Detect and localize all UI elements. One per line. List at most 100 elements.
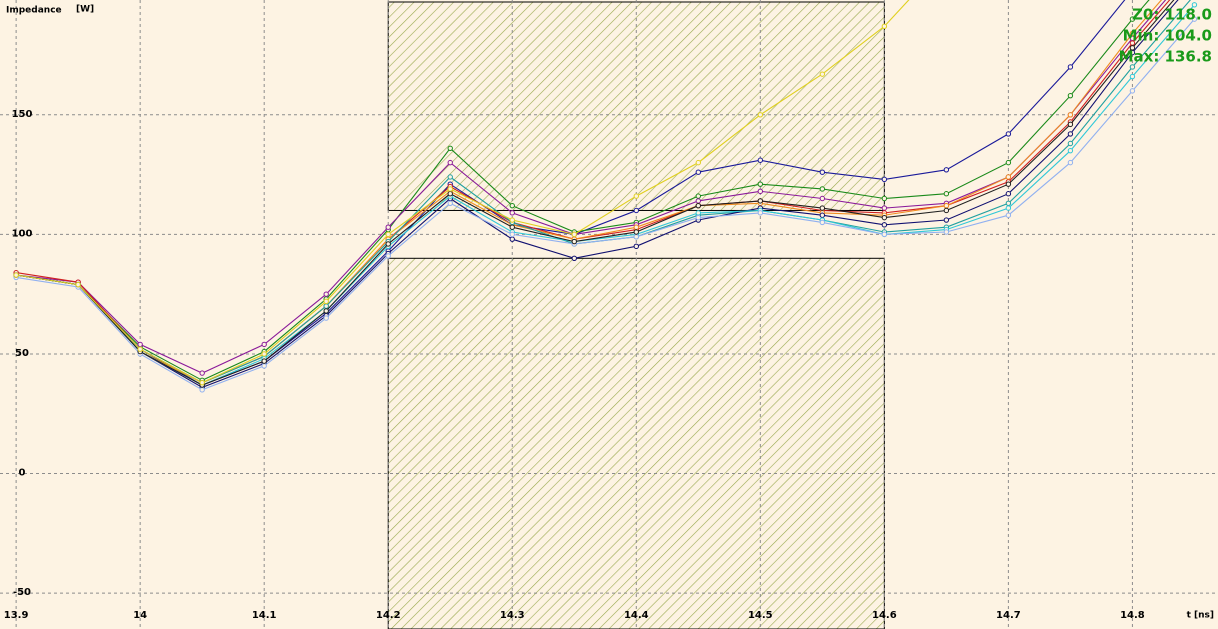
point-marker xyxy=(633,234,639,240)
point-marker xyxy=(757,181,764,187)
series-line xyxy=(16,0,910,384)
point-marker xyxy=(943,229,950,235)
point-marker xyxy=(261,351,267,357)
point-marker xyxy=(571,255,577,261)
point-marker xyxy=(447,174,453,180)
point-marker xyxy=(199,387,205,393)
point-marker xyxy=(199,370,205,376)
point-marker xyxy=(757,188,764,195)
point-marker xyxy=(385,231,391,238)
x-tick-label: 14.3 xyxy=(500,610,525,621)
point-marker xyxy=(323,291,329,297)
point-marker xyxy=(323,298,329,305)
point-marker xyxy=(1191,2,1198,8)
point-marker xyxy=(323,308,329,314)
point-marker xyxy=(1005,200,1012,206)
point-marker xyxy=(1067,131,1074,137)
point-marker xyxy=(695,214,702,221)
y-tick-label: -50 xyxy=(13,587,31,598)
point-marker xyxy=(695,198,702,204)
point-marker xyxy=(633,224,639,230)
point-marker xyxy=(571,238,577,245)
point-marker xyxy=(819,205,826,211)
point-marker xyxy=(819,212,826,218)
point-marker xyxy=(633,193,639,199)
point-marker xyxy=(881,231,888,238)
point-marker xyxy=(385,253,391,259)
point-marker xyxy=(695,202,702,209)
point-marker xyxy=(633,207,639,214)
point-marker xyxy=(509,202,515,209)
x-tick-label: 14.1 xyxy=(252,610,277,621)
point-marker xyxy=(819,169,826,175)
y-tick-label: 100 xyxy=(12,228,33,239)
point-marker xyxy=(509,236,515,242)
point-marker xyxy=(447,145,453,151)
series-line xyxy=(16,0,1179,389)
x-tick-label: 14 xyxy=(133,610,147,621)
x-axis-label: t [ns] xyxy=(1187,611,1214,621)
y-tick-label: 150 xyxy=(12,109,33,120)
point-marker xyxy=(881,222,888,228)
point-marker xyxy=(261,363,267,369)
x-tick-label: 14.5 xyxy=(748,610,773,621)
point-marker xyxy=(881,205,888,211)
point-marker xyxy=(1067,140,1074,147)
point-marker xyxy=(819,195,826,202)
point-marker xyxy=(1191,16,1198,22)
point-marker xyxy=(1067,112,1074,118)
point-marker xyxy=(1005,159,1012,166)
point-marker xyxy=(633,229,639,235)
point-marker xyxy=(447,159,453,166)
point-marker xyxy=(447,186,453,192)
point-marker xyxy=(261,358,267,364)
point-marker xyxy=(509,231,515,238)
series-line xyxy=(16,18,1195,391)
y-tick-label: 50 xyxy=(15,348,29,359)
point-marker xyxy=(943,167,950,173)
y-axis-unit: [W] xyxy=(76,5,94,15)
point-marker xyxy=(881,176,888,183)
point-marker xyxy=(695,210,702,216)
point-marker xyxy=(1005,131,1012,137)
series-layer xyxy=(13,0,1198,393)
point-marker xyxy=(385,224,391,230)
point-marker xyxy=(1005,191,1012,197)
point-marker xyxy=(1067,159,1074,166)
point-marker xyxy=(137,341,143,348)
point-marker xyxy=(757,112,764,118)
point-marker xyxy=(1005,174,1012,180)
point-marker xyxy=(447,200,453,206)
series-line xyxy=(16,0,1175,386)
point-marker xyxy=(509,224,515,230)
mask-upper xyxy=(387,1,885,211)
point-marker xyxy=(261,341,267,348)
point-marker xyxy=(1005,181,1012,187)
point-marker xyxy=(881,195,888,202)
point-marker xyxy=(757,198,764,204)
point-marker xyxy=(1129,88,1136,94)
point-marker xyxy=(1129,30,1136,37)
point-marker xyxy=(819,219,826,226)
point-marker xyxy=(943,191,950,197)
x-tick-label: 14.7 xyxy=(996,610,1021,621)
point-marker xyxy=(1129,64,1136,70)
point-marker xyxy=(1005,212,1012,218)
point-marker xyxy=(943,217,950,223)
point-marker xyxy=(1005,205,1012,211)
point-marker xyxy=(1067,121,1074,128)
point-marker xyxy=(1067,64,1074,70)
point-marker xyxy=(695,169,702,175)
point-marker xyxy=(819,71,826,77)
point-marker xyxy=(819,186,826,192)
point-marker xyxy=(633,243,639,250)
point-marker xyxy=(943,207,950,214)
point-marker xyxy=(199,379,205,386)
point-marker xyxy=(1129,16,1136,22)
x-tick-label: 14.6 xyxy=(872,610,897,621)
point-marker xyxy=(13,272,19,278)
point-marker xyxy=(323,315,329,321)
point-marker xyxy=(509,217,515,223)
annotation: Min: 104.0 xyxy=(1123,27,1212,45)
